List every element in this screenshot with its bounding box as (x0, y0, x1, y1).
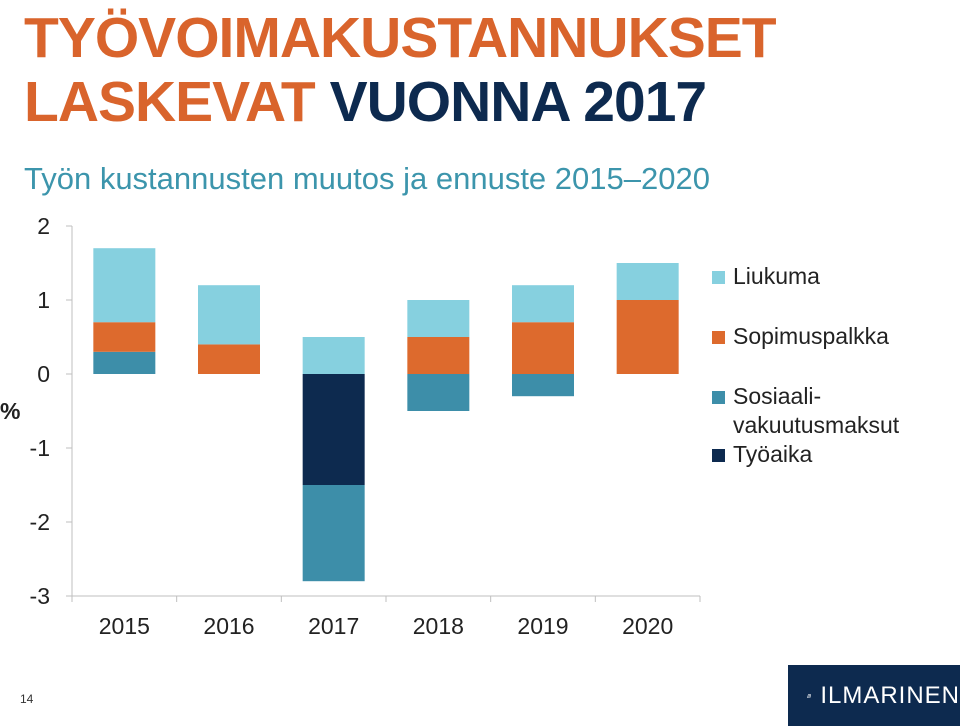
y-tick-label: -3 (30, 583, 50, 609)
y-axis-label: % (0, 398, 20, 424)
legend-label: Liukuma (733, 263, 820, 289)
bar-segment-sopimuspalkka-2016 (198, 344, 260, 374)
bar-segment-sopimuspalkka-2018 (407, 337, 470, 374)
legend-label: Sosiaali- vakuutusmaksut (733, 383, 900, 438)
y-tick-label: 2 (37, 213, 50, 239)
ilmarinen-logo: ILMARINEN (788, 665, 960, 726)
x-tick-label: 2015 (99, 613, 150, 639)
title-line-1: TYÖVOIMAKUSTANNUKSET (24, 6, 777, 70)
legend-swatch (712, 449, 725, 462)
x-tick-label: 2017 (308, 613, 359, 639)
x-tick-label: 2020 (622, 613, 673, 639)
y-tick-label: -1 (30, 435, 50, 461)
legend-item-sopimuspalkka: Sopimuspalkka (712, 322, 889, 351)
bar-segment-sosiaali-vakuutusmaksut-2018 (407, 374, 470, 411)
legend-item-ty-aika: Työaika (712, 440, 812, 469)
bar-segment-sopimuspalkka-2015 (93, 322, 156, 352)
legend-item-liukuma: Liukuma (712, 262, 820, 291)
bar-segment-liukuma-2019 (512, 285, 574, 323)
bar-segment-liukuma-2017 (302, 337, 365, 374)
x-tick-label: 2019 (517, 613, 568, 639)
bar-segment-liukuma-2018 (407, 300, 470, 337)
logo-text: ILMARINEN (820, 681, 960, 709)
ilmarinen-logo-icon (807, 693, 812, 698)
slide-title: TYÖVOIMAKUSTANNUKSET LASKEVAT VUONNA 201… (24, 6, 777, 134)
y-tick-label: 1 (37, 287, 50, 313)
x-tick-label: 2016 (203, 613, 254, 639)
y-tick-label: 0 (37, 361, 50, 387)
title-word-vuonna-2017: VUONNA 2017 (329, 70, 708, 134)
bar-segment-ty-aika-2017 (302, 374, 365, 485)
bar-segment-sosiaali-vakuutusmaksut-2015 (93, 351, 156, 374)
bar-segment-sosiaali-vakuutusmaksut-2019 (512, 374, 574, 397)
bar-segment-liukuma-2020 (616, 263, 679, 300)
bar-segment-sopimuspalkka-2019 (512, 322, 574, 374)
bar-segment-liukuma-2015 (93, 248, 156, 323)
bar-segment-liukuma-2016 (198, 285, 260, 345)
page-number: 14 (20, 692, 34, 706)
legend-item-sosiaali-vakuutusmaksut: Sosiaali- vakuutusmaksut (712, 382, 899, 440)
legend-swatch (712, 271, 725, 284)
legend-swatch (712, 391, 725, 404)
chart-subtitle: Työn kustannusten muutos ja ennuste 2015… (24, 161, 710, 196)
title-word-laskevat: LASKEVAT (24, 70, 316, 134)
x-tick-label: 2018 (413, 613, 464, 639)
legend-label: Työaika (733, 441, 813, 467)
legend-swatch (712, 331, 725, 344)
legend-label: Sopimuspalkka (733, 323, 889, 349)
bar-segment-sopimuspalkka-2020 (616, 300, 679, 374)
y-tick-label: -2 (30, 509, 50, 535)
bar-segment-sosiaali-vakuutusmaksut-2017 (302, 485, 365, 582)
